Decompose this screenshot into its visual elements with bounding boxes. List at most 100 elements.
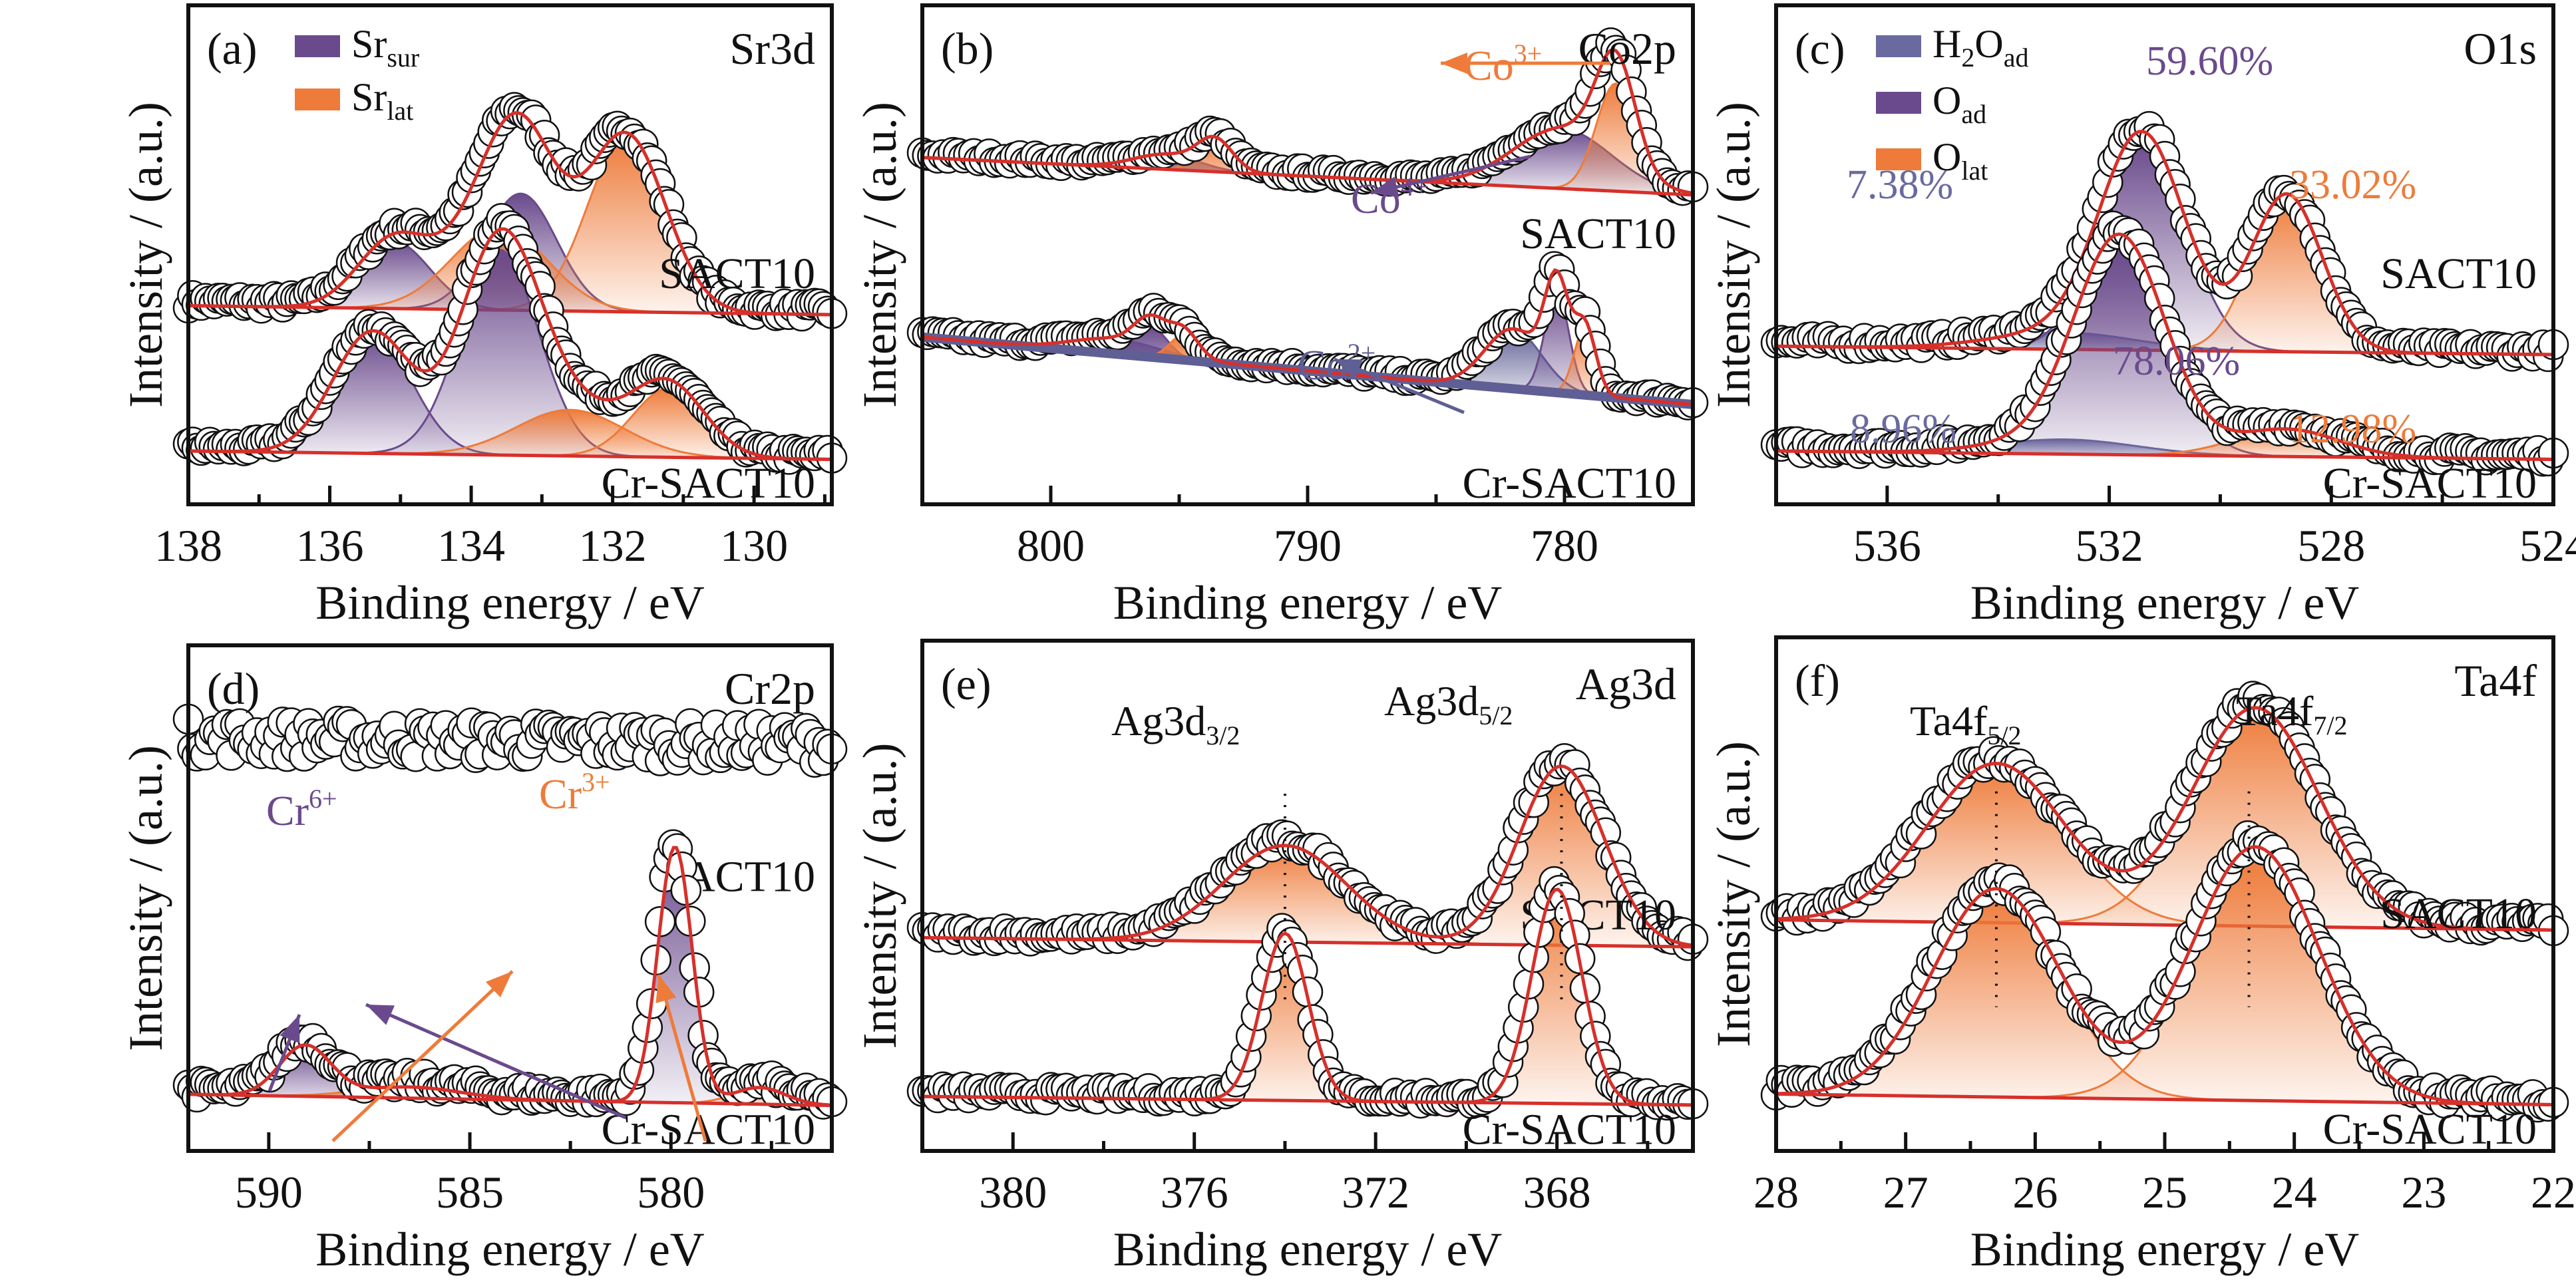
panel-title: Cr2p xyxy=(725,663,815,714)
sample-label: Cr-SACT10 xyxy=(1463,459,1676,508)
tick-label: 25 xyxy=(2142,1167,2187,1217)
arrow-head-icon xyxy=(1441,53,1467,74)
annotation-label: Ag3d3/2 xyxy=(1111,697,1240,750)
tick-label: 536 xyxy=(1853,520,1921,571)
fit-envelope xyxy=(1776,129,2554,357)
tick-label: 27 xyxy=(1883,1167,1929,1217)
panel-letter: (c) xyxy=(1795,23,1845,74)
panel-title: Sr3d xyxy=(730,23,815,74)
tick-label: 532 xyxy=(2076,520,2143,571)
panel-o1s: SACT10 Cr-SACT10 536 532 528 524 Binding energ… xyxy=(1707,3,2576,629)
arrow-head-icon xyxy=(366,1005,395,1025)
legend-label: Srlat xyxy=(351,75,413,126)
sample-label: Cr-SACT10 xyxy=(2323,1105,2537,1154)
x-axis-label: Binding energy / eV xyxy=(315,576,705,629)
arrow-head-icon xyxy=(1371,176,1399,198)
legend-swatch xyxy=(1876,148,1921,170)
panel-letter: (a) xyxy=(207,23,257,74)
annotation-arrow xyxy=(331,970,514,1142)
x-axis: 138 136 134 132 130 xyxy=(154,486,827,571)
panel-co2p: SACT10 Cr-SACT10 800 790 780 Binding energy /… xyxy=(853,3,1709,629)
annotation-arrow xyxy=(657,974,707,1142)
y-axis-label: Intensity / (a.u.) xyxy=(1707,741,1760,1047)
plot-frame xyxy=(920,639,1695,1153)
plot-frame xyxy=(1774,3,2555,506)
sample-label: Cr-SACT10 xyxy=(602,459,815,508)
spectrum-sact10 xyxy=(906,743,1709,961)
tick-label: 590 xyxy=(235,1167,303,1217)
legend-swatch xyxy=(295,35,340,57)
legend-label: Srsur xyxy=(351,22,419,73)
fit-envelope xyxy=(1775,706,2553,932)
panel-letter: (f) xyxy=(1795,655,1840,706)
plot-frame xyxy=(186,3,834,506)
y-axis-label: Intensity / (a.u.) xyxy=(853,102,906,408)
panel-sr3d: SACT10 Cr-SACT10 138 136 134 132 130 Binding en… xyxy=(119,3,848,629)
x-axis: 590 585 580 xyxy=(235,1132,773,1217)
spectrum-cr-sact10 xyxy=(906,866,1709,1121)
x-axis: 800 790 780 xyxy=(1017,486,1598,571)
tick-label: 132 xyxy=(579,520,647,571)
tick-label: 134 xyxy=(437,520,505,571)
tick-label: 26 xyxy=(2012,1167,2058,1217)
tick-label: 24 xyxy=(2272,1167,2317,1217)
legend-swatch xyxy=(1876,35,1921,57)
sample-label: SACT10 xyxy=(2380,889,2537,938)
spectrum-cr-sact10 xyxy=(172,203,848,475)
fit-envelope xyxy=(188,227,832,461)
sample-label: SACT10 xyxy=(1520,210,1676,258)
arrow-head-icon xyxy=(279,1015,300,1044)
fit-envelope xyxy=(188,111,832,317)
annotation-arrow xyxy=(1370,154,1531,195)
tick-label: 380 xyxy=(979,1167,1047,1217)
tick-label: 528 xyxy=(2297,520,2365,571)
sample-label: Cr-SACT10 xyxy=(1463,1105,1676,1154)
spectrum-cr-sact10 xyxy=(906,251,1709,420)
annotation-label: Co2+ xyxy=(1298,338,1376,389)
fit-envelope xyxy=(1776,232,2554,461)
tick-label: 790 xyxy=(1274,520,1342,571)
annotation-label: Cr3+ xyxy=(539,767,610,818)
annotation-label: Cr6+ xyxy=(266,784,337,834)
fit-envelope xyxy=(922,268,1694,406)
panel-title: O1s xyxy=(2464,23,2537,74)
annotation-label: 8.96% xyxy=(1850,406,1956,452)
background-line xyxy=(188,449,832,461)
arrow-head-icon xyxy=(1334,359,1364,379)
annotation-label: Ta4f5/2 xyxy=(1910,697,2021,750)
arrow-head-icon xyxy=(485,971,512,998)
x-axis: 28 27 26 25 24 23 22 xyxy=(1753,1132,2576,1217)
panel-letter: (b) xyxy=(941,23,994,74)
spectrum-cr-sact10 xyxy=(172,829,848,1120)
panel-letter: (e) xyxy=(941,659,991,709)
annotation-label: 12.98% xyxy=(2289,406,2416,452)
x-axis-label: Binding energy / eV xyxy=(1113,576,1503,629)
tick-label: 376 xyxy=(1161,1167,1228,1217)
legend-label: Olat xyxy=(1932,135,1988,186)
annotation-label: 59.60% xyxy=(2146,39,2273,84)
tick-label: 372 xyxy=(1342,1167,1409,1217)
x-axis-label: Binding energy / eV xyxy=(1970,1223,2360,1276)
tick-label: 138 xyxy=(154,520,222,571)
x-axis-label: Binding energy / eV xyxy=(1113,1223,1503,1276)
fit-envelope xyxy=(922,764,1694,947)
legend-label: Oad xyxy=(1932,79,1986,129)
tick-label: 368 xyxy=(1523,1167,1591,1217)
annotation-label: Ta4f7/2 xyxy=(2236,687,2347,740)
tick-label: 28 xyxy=(1753,1167,1799,1217)
x-axis-label: Binding energy / eV xyxy=(1970,576,2360,629)
data-points xyxy=(1760,681,2569,947)
sample-label: Cr-SACT10 xyxy=(2323,459,2537,508)
fit-envelope xyxy=(1776,845,2554,1106)
y-axis-label: Intensity / (a.u.) xyxy=(119,102,172,408)
y-axis-label: Intensity / (a.u.) xyxy=(119,745,172,1051)
panel-title: Co2p xyxy=(1578,23,1676,74)
legend-swatch xyxy=(295,88,340,110)
y-axis-label: Intensity / (a.u.) xyxy=(853,743,906,1049)
annotation-label: 7.38% xyxy=(1847,162,1953,208)
annotation-arrow xyxy=(365,1003,626,1120)
fit-envelope xyxy=(922,887,1694,1107)
